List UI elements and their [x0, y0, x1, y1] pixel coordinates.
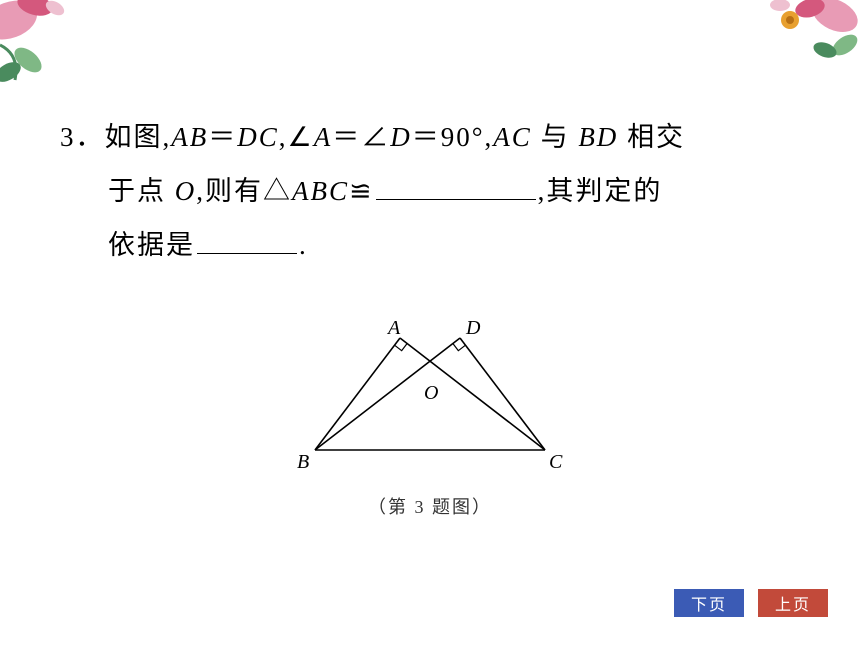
svg-text:A: A	[386, 320, 401, 339]
decoration-top-left	[0, 0, 120, 100]
blank-2	[197, 230, 297, 254]
question-line-2: 于点 O,则有△ABC≌,其判定的	[108, 164, 810, 218]
figure-caption: （第 3 题图）	[0, 493, 860, 519]
decoration-top-right	[740, 0, 860, 80]
question-number: 3．	[60, 122, 105, 152]
triangle-figure: A D B C O	[285, 320, 575, 480]
nav-buttons: 下页 上页	[674, 589, 828, 617]
question-line-3: 依据是.	[108, 218, 810, 272]
next-page-button[interactable]: 下页	[674, 589, 744, 617]
svg-text:B: B	[297, 451, 309, 473]
svg-text:O: O	[424, 382, 438, 404]
question-content: 3．如图,AB＝DC,∠A＝∠D＝90°,AC 与 BD 相交 于点 O,则有△…	[60, 110, 810, 272]
figure-container: A D B C O （第 3 题图）	[0, 320, 860, 519]
svg-text:D: D	[465, 320, 481, 339]
prev-page-button[interactable]: 上页	[758, 589, 828, 617]
blank-1	[376, 176, 536, 200]
question-line-1: 3．如图,AB＝DC,∠A＝∠D＝90°,AC 与 BD 相交	[60, 110, 810, 164]
svg-text:C: C	[549, 451, 563, 473]
